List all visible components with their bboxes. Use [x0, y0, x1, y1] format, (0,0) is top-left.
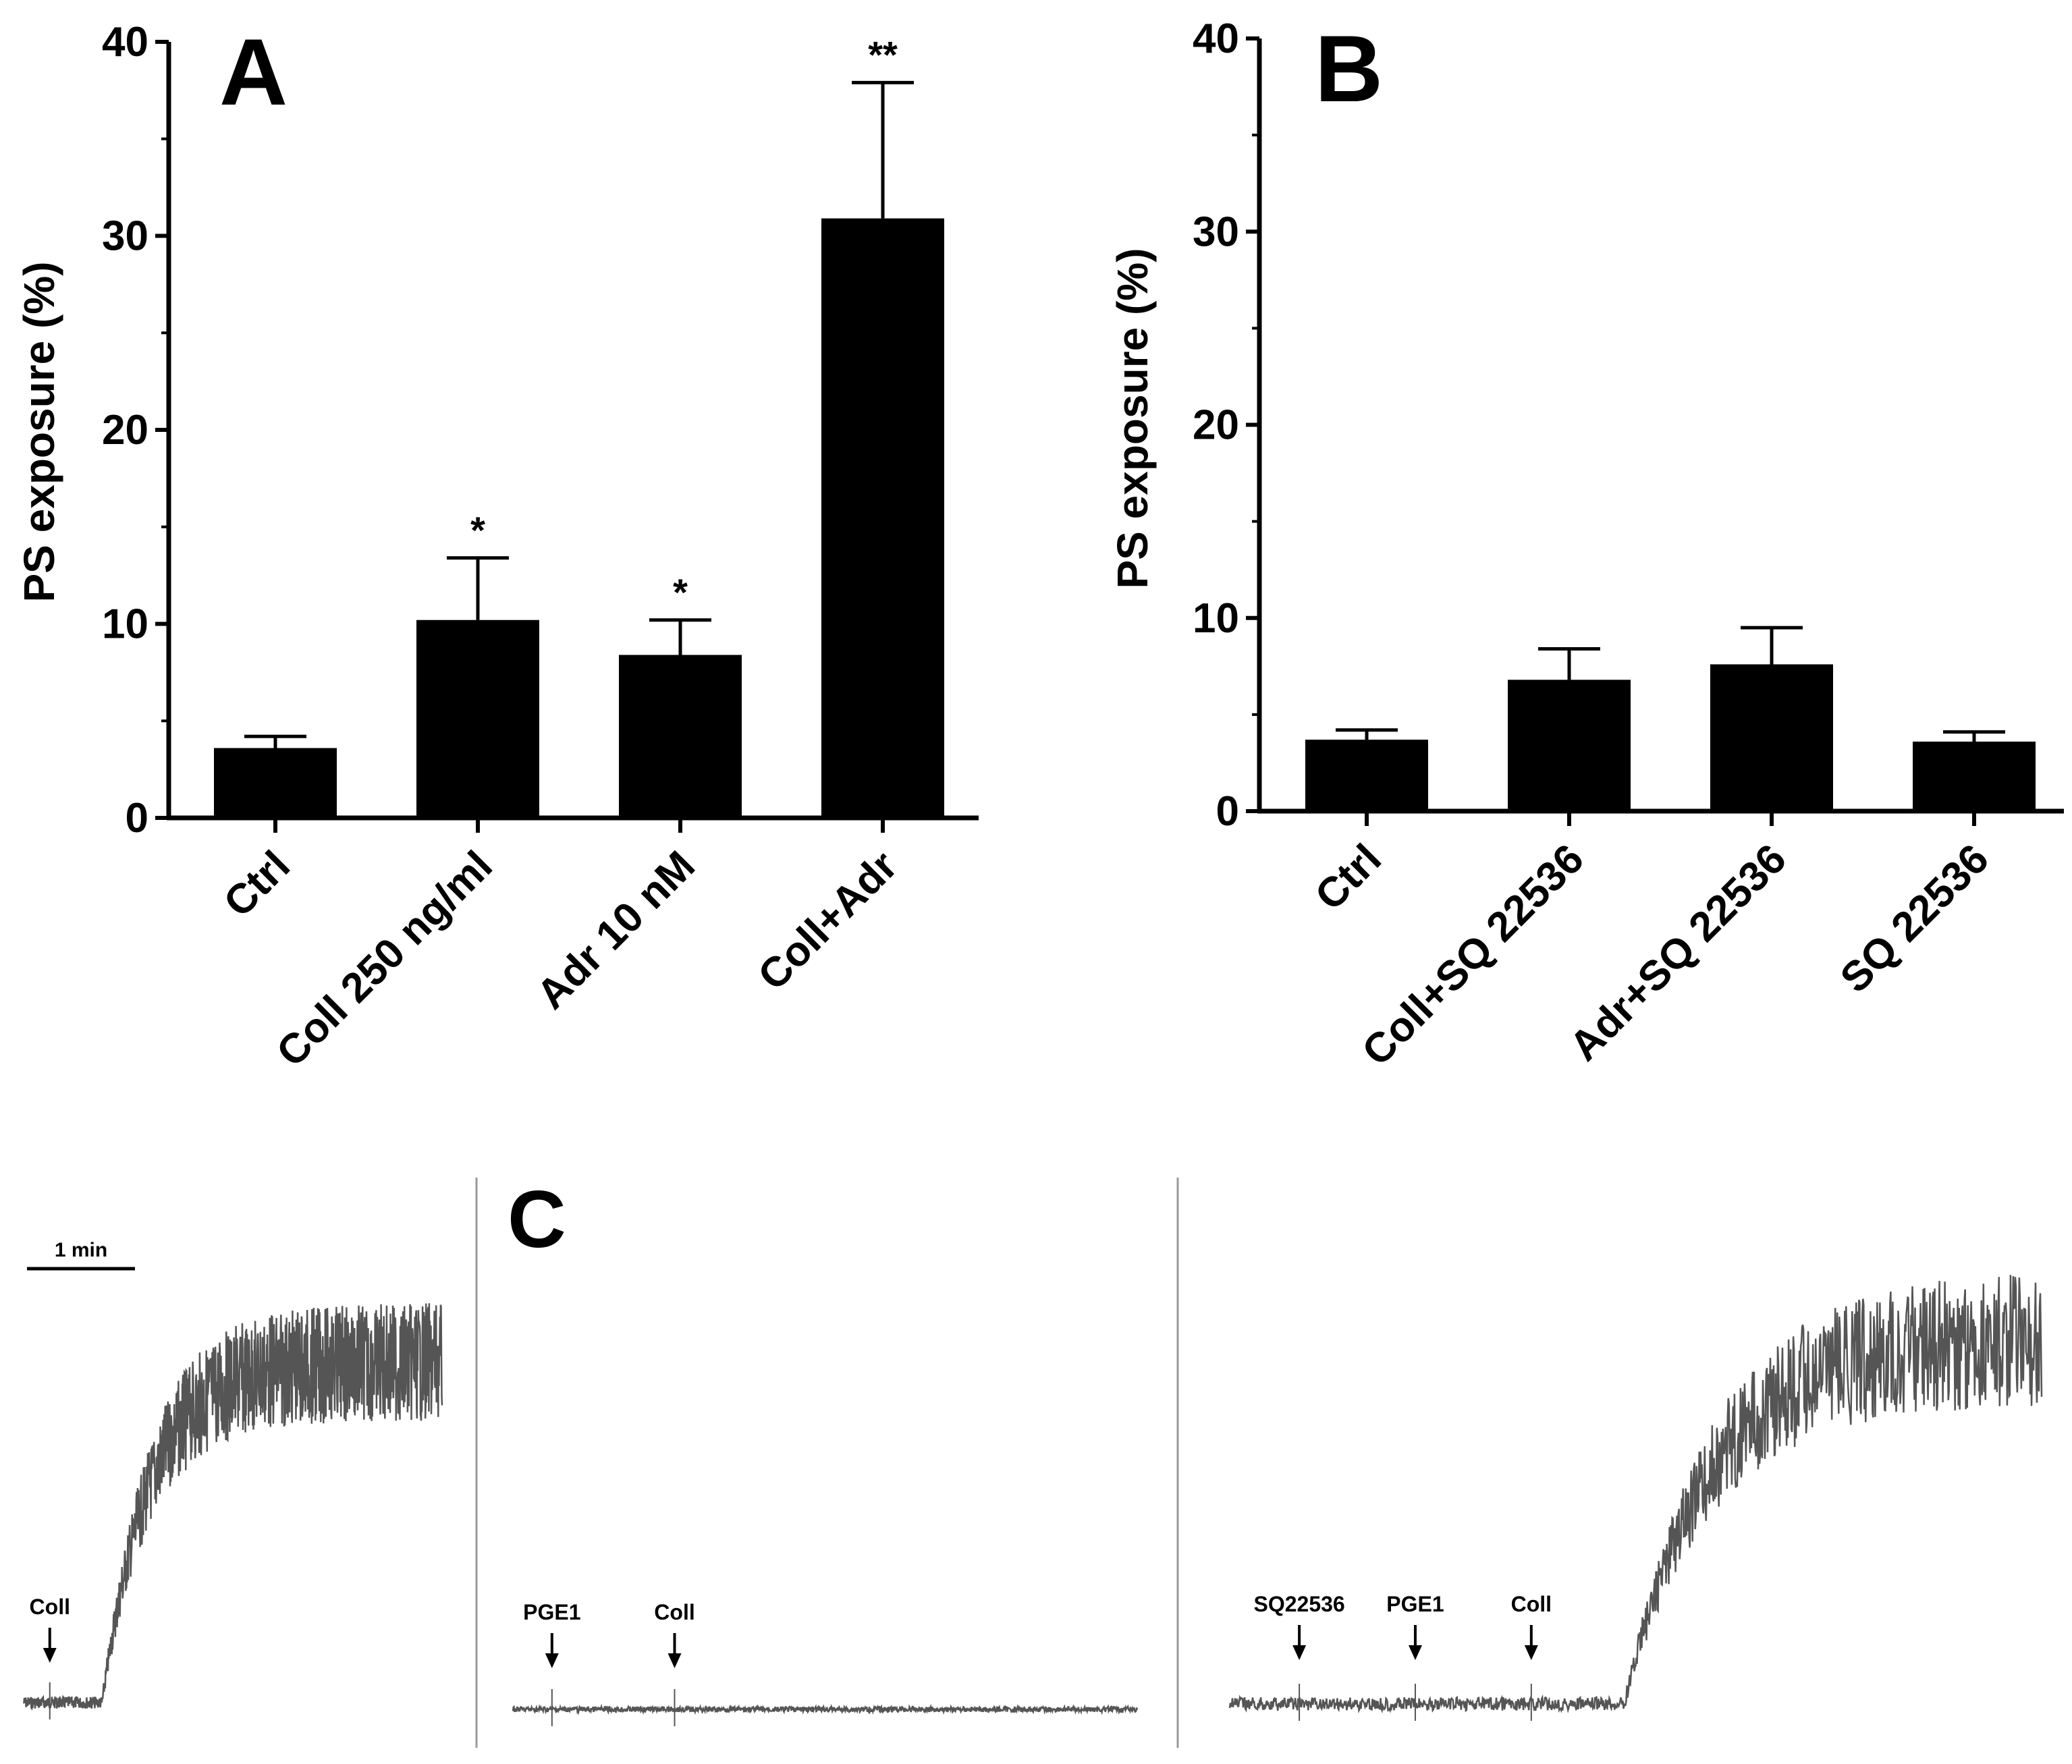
trace-3-line — [1228, 1275, 2043, 1714]
addition-arrowhead — [667, 1653, 682, 1668]
addition-arrowhead — [1408, 1645, 1422, 1660]
chart1-y-tick-label: 10 — [1193, 595, 1239, 642]
chart1-y-tick-label: 0 — [1216, 788, 1239, 835]
chart0-category-label: Coll+Adr — [749, 842, 906, 999]
chart1-y-tick-label: 30 — [1193, 209, 1239, 255]
panel-a-plot-area: 0 10 20 30 40 Ctrl * Coll 250 ng/ml * Adr 10 nM **… — [102, 19, 979, 1076]
chart0-significance-marker: ** — [868, 33, 898, 76]
addition-arrowhead — [1292, 1645, 1307, 1660]
chart0-y-tick-label: 30 — [102, 213, 148, 260]
chart0-y-tick-label: 0 — [126, 795, 148, 842]
chart1-bar — [1305, 740, 1428, 811]
addition-marker-label: SQ22536 — [1254, 1592, 1345, 1616]
chart0-bar — [214, 748, 337, 818]
chart0-significance-marker: * — [470, 509, 485, 551]
chart1-bar — [1913, 741, 2036, 811]
chart0-significance-marker: * — [673, 571, 688, 613]
addition-arrowhead — [545, 1653, 559, 1668]
addition-marker-label: Coll — [1511, 1592, 1552, 1616]
addition-marker-label: PGE1 — [523, 1600, 580, 1624]
panel-c-label: C — [508, 1174, 566, 1265]
chart1-y-tick-label: 20 — [1193, 402, 1239, 449]
panel-a-y-axis-label: PS exposure (%) — [15, 261, 63, 602]
panel-c-trace-area: Coll PGE1 Coll SQ22536 PGE1 Coll — [22, 1275, 2043, 1726]
chart0-y-tick-label: 10 — [102, 601, 148, 648]
chart0-y-tick-label: 20 — [102, 407, 148, 453]
chart0-category-label: Adr 10 nM — [528, 842, 704, 1018]
panel-c-traces: C 1 min Coll PGE1 Coll SQ22536 PGE1 Coll — [22, 1174, 2043, 1748]
time-scale-bar-label: 1 min — [55, 1239, 107, 1261]
chart0-bar — [416, 619, 539, 818]
chart0-category-label: Ctrl — [215, 842, 299, 926]
chart1-category-label: SQ 22536 — [1832, 835, 1998, 1001]
chart1-category-label: Adr+SQ 22536 — [1561, 835, 1795, 1070]
addition-arrowhead — [1524, 1645, 1538, 1660]
addition-marker-label: Coll — [654, 1600, 694, 1624]
chart0-bar — [619, 655, 742, 818]
addition-marker-label: PGE1 — [1386, 1592, 1444, 1616]
addition-marker-label: Coll — [30, 1595, 70, 1619]
addition-arrowhead — [43, 1648, 57, 1663]
panel-a-chart: A PS exposure (%) 0 10 20 30 40 Ctrl * Coll 250… — [15, 19, 979, 1076]
trace-1-line — [22, 1303, 443, 1711]
panel-a-label: A — [219, 19, 288, 125]
chart0-bar — [821, 218, 944, 818]
trace-2-line — [512, 1703, 1139, 1715]
chart1-category-label: Coll+SQ 22536 — [1353, 835, 1593, 1075]
chart1-category-label: Ctrl — [1307, 835, 1390, 919]
panel-b-y-axis-label: PS exposure (%) — [1108, 248, 1157, 588]
chart1-bar — [1710, 664, 1833, 811]
panel-b-label: B — [1315, 16, 1383, 121]
chart1-bar — [1508, 680, 1631, 811]
chart0-category-label: Coll 250 ng/ml — [268, 842, 501, 1076]
chart1-y-tick-label: 40 — [1193, 16, 1239, 62]
chart0-y-tick-label: 40 — [102, 19, 148, 65]
